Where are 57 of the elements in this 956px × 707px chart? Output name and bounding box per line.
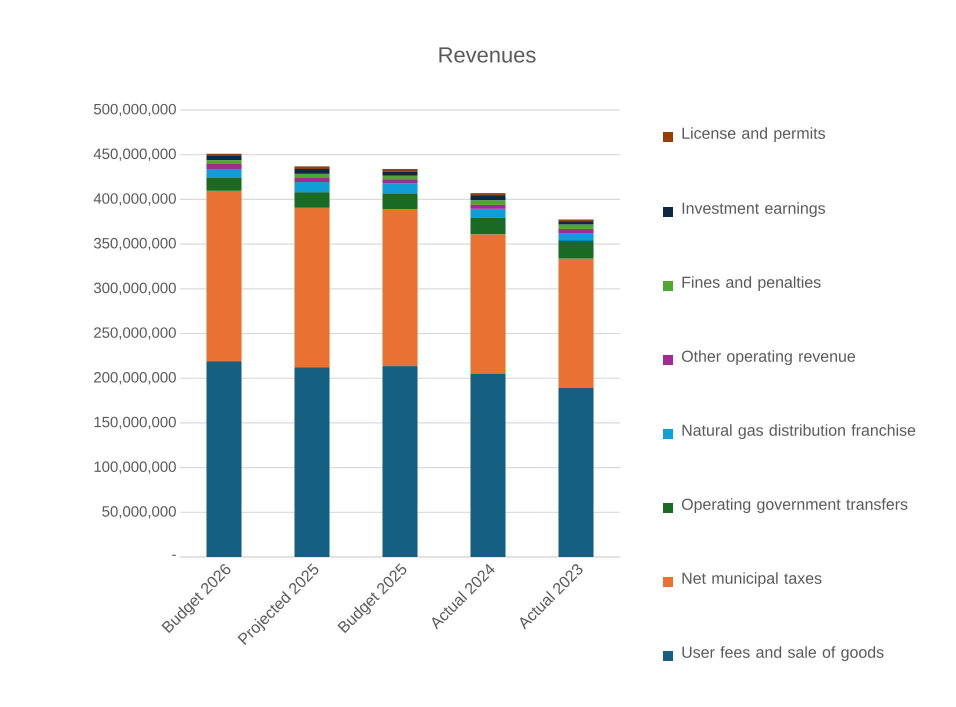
bar: [382, 169, 418, 172]
y-tick-label: 100,000,000: [94, 461, 176, 474]
bar: [294, 367, 330, 557]
y-tick-label: 200,000,000: [94, 372, 176, 384]
bar: [206, 361, 242, 557]
bar: [382, 179, 418, 184]
y-tick-label: 300,000,000: [94, 282, 176, 295]
bar: [294, 174, 330, 178]
bar: [382, 183, 418, 194]
y-tick-label: 500,000,000: [94, 104, 176, 116]
bar: [206, 156, 242, 160]
bar: [558, 221, 594, 224]
bar: [470, 208, 506, 218]
bar: [382, 172, 418, 176]
bar: [470, 218, 506, 234]
bar: [382, 194, 418, 210]
bar: [382, 176, 418, 180]
y-tick-label: 50,000,000: [102, 506, 176, 518]
chart-title: Revenues: [439, 47, 536, 63]
y-tick-label: 250,000,000: [94, 327, 176, 340]
bar: [382, 209, 418, 366]
legend-label: Investment earnings: [682, 202, 826, 218]
bar: [558, 224, 594, 229]
bar: [558, 258, 594, 388]
legend-label: Net municipal taxes: [682, 572, 822, 588]
bar: [470, 234, 506, 374]
legend-label: Fines and penalties: [682, 276, 821, 292]
y-tick-label: -: [172, 554, 176, 556]
bar: [470, 204, 506, 209]
legend-label: Natural gas distribution franchise: [682, 424, 916, 440]
legend-label: Operating government transfers: [682, 498, 908, 514]
y-tick-label: 400,000,000: [94, 193, 176, 206]
bar: [294, 166, 330, 170]
bar: [558, 228, 594, 234]
bar: [206, 160, 242, 164]
bar: [206, 178, 242, 190]
bar: [382, 366, 418, 557]
legend-label: Other operating revenue: [682, 350, 856, 366]
bar: [294, 178, 330, 182]
y-tick-label: 350,000,000: [94, 238, 176, 250]
bar: [294, 182, 330, 192]
bar: [294, 207, 330, 368]
bar: [470, 200, 506, 205]
bar: [470, 374, 506, 557]
legend-label: License and permits: [682, 127, 826, 142]
y-tick-label: 450,000,000: [94, 148, 176, 161]
bar: [206, 164, 242, 170]
bar: [558, 233, 594, 241]
bar: [206, 169, 242, 178]
bar: [206, 190, 242, 362]
bar: [294, 192, 330, 208]
y-tick-label: 150,000,000: [94, 416, 176, 430]
bar: [294, 169, 330, 174]
bar: [558, 240, 594, 258]
bar: [470, 195, 506, 200]
legend-label: User fees and sale of goods: [682, 646, 884, 662]
bar: [558, 388, 594, 557]
